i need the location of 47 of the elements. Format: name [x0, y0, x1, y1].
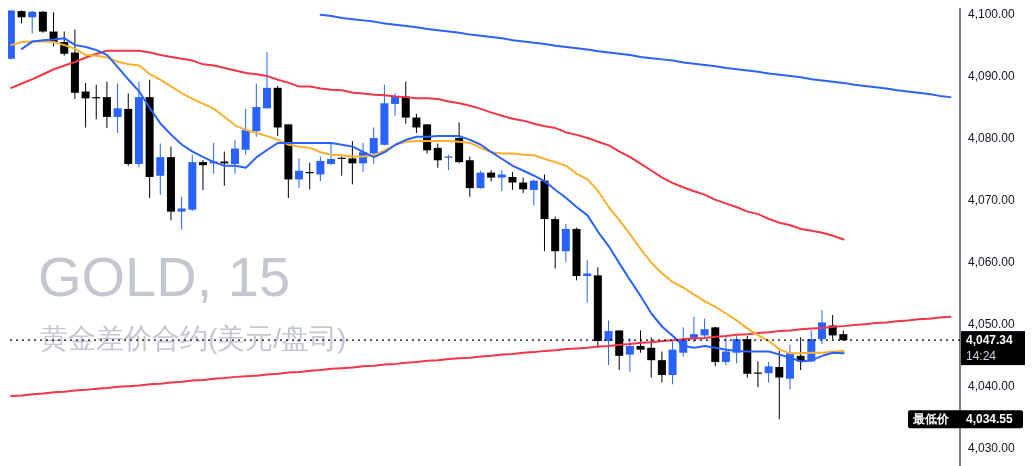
candlestick: [689, 316, 698, 343]
candlestick: [497, 169, 506, 192]
candlestick: [401, 81, 410, 125]
candlestick: [156, 143, 165, 196]
text: 4,034.55: [966, 412, 1014, 427]
candlestick: [316, 156, 325, 182]
candlestick: [657, 351, 666, 383]
text: 黄金差价合约(美元/盘司): [40, 322, 347, 356]
y-tick-label: 4,100.00: [968, 7, 1016, 22]
candlestick: [487, 169, 496, 182]
candlestick: [38, 10, 47, 34]
line-series: [10, 49, 845, 241]
candlestick: [529, 178, 538, 206]
y-tick-label: 4,050.00: [968, 316, 1016, 331]
candlestick: [327, 142, 336, 166]
y-tick-label: 4,080.00: [968, 131, 1016, 146]
y-tick-label: 4,070.00: [968, 193, 1016, 208]
candlestick: [198, 159, 207, 191]
text: GOLD, 15: [38, 244, 291, 309]
y-tick-label: 4,060.00: [968, 255, 1016, 270]
candlestick: [369, 126, 378, 165]
line-series: [319, 13, 952, 99]
candlestick: [817, 309, 826, 345]
text: 14:24: [966, 349, 997, 364]
y-tick-label: 4,090.00: [968, 69, 1016, 84]
candlestick: [561, 223, 570, 263]
candlestick: [700, 318, 709, 338]
candlestick: [241, 108, 250, 156]
candlestick: [177, 196, 186, 231]
ref-line-label: 4,047.34: [966, 333, 1014, 348]
candlestick: [113, 83, 122, 134]
candlestick: [263, 51, 272, 110]
candlestick: [433, 143, 442, 169]
line-series: [10, 315, 952, 398]
y-tick-label: 4,030.00: [968, 440, 1016, 455]
candlestick: [220, 151, 229, 187]
candlestick: [412, 113, 421, 134]
annotation: 最低价: [912, 412, 950, 427]
candlestick: [775, 350, 784, 420]
candlestick: [230, 139, 239, 175]
candlestick: [764, 361, 773, 383]
candlestick: [102, 81, 111, 129]
candlestick: [604, 320, 613, 366]
y-tick-label: 4,040.00: [968, 378, 1016, 393]
candlestick: [295, 157, 304, 189]
candlestick: [625, 337, 634, 373]
candlestick: [348, 140, 357, 185]
